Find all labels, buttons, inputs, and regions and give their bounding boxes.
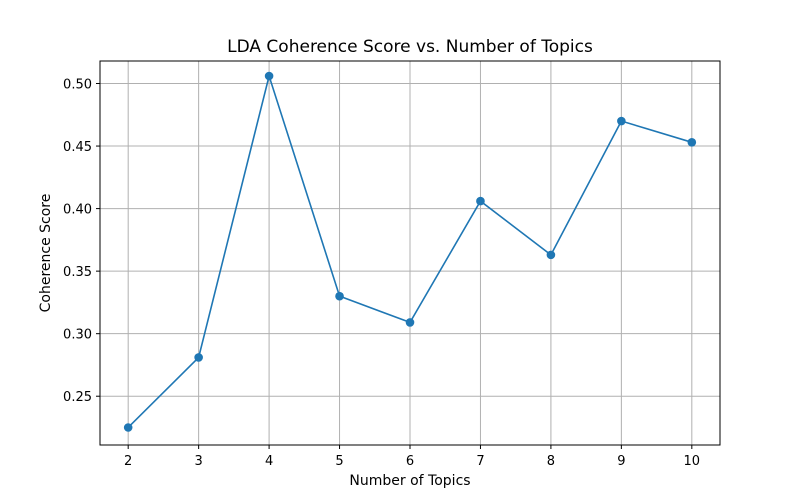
- y-axis-title: Coherence Score: [38, 194, 54, 313]
- y-tick-label: 0.50: [63, 78, 92, 93]
- data-point: [405, 318, 415, 327]
- series-layer: [123, 71, 697, 432]
- y-tick-label: 0.35: [63, 265, 92, 280]
- data-point: [617, 116, 626, 126]
- x-tick-label: 10: [684, 454, 701, 469]
- data-point: [687, 138, 697, 147]
- grid-layer: [100, 61, 720, 445]
- x-tick-label: 7: [476, 454, 484, 469]
- x-tick-label: 8: [547, 454, 555, 469]
- ticks-layer: 2 3 4 5 6 7 8 9 10 0.25 0.30 0.35 0.40 0.45 0.50: [63, 78, 700, 469]
- x-axis-title: Number of Topics: [349, 473, 470, 489]
- x-tick-label: 3: [194, 454, 202, 469]
- x-tick-label: 2: [124, 454, 132, 469]
- x-tick-label: 4: [265, 454, 273, 469]
- data-point: [194, 353, 203, 362]
- y-tick-label: 0.30: [63, 328, 92, 343]
- data-point: [264, 71, 274, 81]
- y-tick-label: 0.40: [63, 203, 92, 218]
- x-tick-label: 5: [335, 454, 343, 469]
- chart-title: LDA Coherence Score vs. Number of Topics: [227, 37, 593, 57]
- data-point: [476, 196, 485, 206]
- x-tick-label: 9: [617, 454, 625, 469]
- y-tick-label: 0.45: [63, 140, 92, 155]
- data-point: [546, 250, 556, 260]
- x-tick-label: 6: [406, 454, 414, 469]
- data-point: [123, 423, 133, 432]
- y-tick-label: 0.25: [63, 390, 92, 405]
- data-point: [335, 291, 344, 301]
